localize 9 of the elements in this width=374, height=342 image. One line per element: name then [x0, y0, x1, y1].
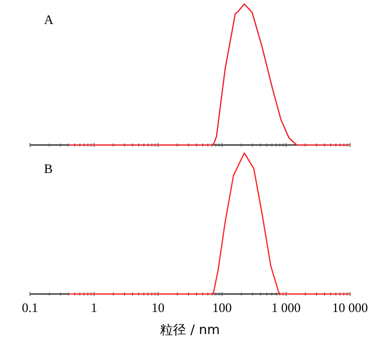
x-tick-label: 1	[90, 300, 98, 315]
x-tick-label: 10 000	[332, 300, 368, 315]
x-tick-label: 10	[152, 300, 164, 315]
x-tick-label: 1 000	[271, 300, 301, 315]
x-tick-label: 0.1	[22, 300, 38, 315]
x-tick-label: 100	[212, 300, 232, 315]
x-axis-title: 粒径 / nm	[160, 323, 220, 338]
text: B	[44, 161, 53, 176]
text: A	[44, 12, 54, 27]
